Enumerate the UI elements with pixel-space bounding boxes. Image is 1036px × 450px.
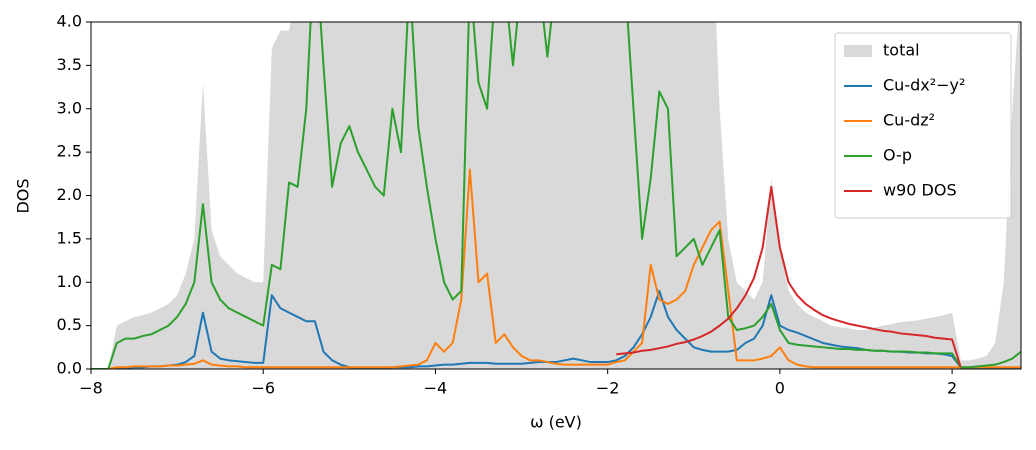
y-tick-label: 1.5 (57, 228, 82, 247)
x-tick-label: 2 (947, 379, 957, 398)
y-tick-label: 0.5 (57, 315, 82, 334)
x-tick-label: −4 (424, 379, 448, 398)
x-tick-label: −2 (596, 379, 620, 398)
y-tick-label: 3.0 (57, 98, 82, 117)
plot-area (91, 22, 1021, 369)
line (91, 22, 1021, 369)
x-tick-label: 0 (775, 379, 785, 398)
y-tick-label: 4.0 (57, 12, 82, 31)
y-tick-label: 0.0 (57, 359, 82, 378)
legend-label: O-p (883, 146, 912, 165)
y-tick-label: 3.5 (57, 55, 82, 74)
legend-label: w90 DOS (883, 181, 957, 200)
y-tick-label: 2.5 (57, 142, 82, 161)
legend-label: Cu-dz² (883, 111, 935, 130)
line (91, 168, 1021, 369)
x-axis-label: ω (eV) (530, 413, 582, 432)
y-axis-label: DOS (14, 178, 33, 213)
legend-box (834, 32, 1012, 219)
area (91, 22, 1021, 369)
legend-label: total (883, 41, 920, 60)
x-tick-label: −6 (251, 379, 275, 398)
line (616, 185, 962, 368)
y-tick-label: 1.0 (57, 272, 82, 291)
legend: total Cu-dx²−y² Cu-dz² O-p w90 DOS (834, 32, 1012, 219)
x-tick-label: −8 (79, 379, 103, 398)
legend-swatch (844, 45, 872, 57)
y-tick-label: 2.0 (57, 185, 82, 204)
legend-label: Cu-dx²−y² (883, 76, 965, 95)
